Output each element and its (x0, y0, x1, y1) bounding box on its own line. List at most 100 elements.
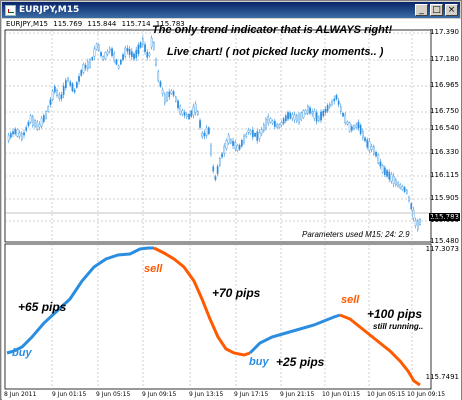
candle-body (285, 115, 287, 122)
candle-body (32, 116, 34, 126)
time-label: 9 Jun 21:15 (280, 391, 315, 398)
candle-body (115, 59, 118, 65)
candle-body (58, 94, 61, 99)
candle-body (152, 42, 155, 50)
maximize-button[interactable]: □ (430, 4, 443, 16)
candle-body (373, 146, 375, 155)
candle-body (245, 134, 248, 137)
candle-body (274, 120, 276, 128)
subline-text: Live chart! ( not picked lucky moments..… (167, 46, 384, 58)
candle-body (150, 37, 153, 48)
candle-body (406, 189, 408, 194)
candle-body (307, 106, 309, 114)
candle-body (370, 146, 373, 150)
candle-body (318, 116, 320, 121)
candle-body (82, 64, 85, 73)
candle-body (97, 44, 100, 51)
candle-body (49, 99, 52, 105)
candle-body (232, 140, 234, 146)
pips-label-3: +25 pips (276, 355, 325, 369)
headline-text: The only trend indicator that is ALWAYS … (152, 24, 393, 36)
candle-body (227, 134, 230, 144)
candle-body (161, 89, 164, 94)
candle-body (7, 134, 10, 141)
candle-body (148, 53, 151, 56)
candle-body (192, 106, 195, 116)
time-label: 9 Jun 13:15 (189, 391, 224, 398)
candle-body (54, 86, 56, 93)
candle-body (146, 52, 149, 58)
candle-body (326, 104, 329, 112)
candle-body (331, 101, 333, 105)
candle-body (104, 52, 107, 59)
candle-body (403, 187, 406, 192)
ohlc-low: 115.714 (121, 20, 151, 28)
price-label: 117.390 (430, 28, 459, 36)
candle-body (344, 114, 347, 124)
candle-body (243, 135, 245, 143)
candle-body (207, 127, 210, 134)
minimize-button[interactable]: _ (415, 4, 428, 16)
candle-body (170, 90, 173, 94)
close-button[interactable]: × (445, 4, 458, 16)
candle-body (27, 122, 30, 126)
candle-body (351, 126, 353, 131)
candle-body (269, 118, 272, 123)
candle-body (212, 166, 215, 172)
candle-body (410, 203, 413, 210)
candle-body (155, 59, 157, 66)
title-bar[interactable]: EURJPY,M15 _ □ × (2, 2, 460, 18)
candle-body (342, 113, 344, 117)
candle-body (91, 57, 94, 61)
candle-body (375, 152, 377, 157)
candle-body (203, 132, 206, 137)
indicator-sell-segment-2 (339, 313, 421, 387)
candle-body (335, 95, 338, 100)
chart-area[interactable]: EURJPY,M15 115.769 115.844 115.714 115.7… (2, 19, 461, 400)
candle-body (278, 124, 281, 128)
candle-body (47, 106, 50, 112)
candle-body (337, 100, 340, 105)
candle-body (133, 53, 135, 60)
candle-body (263, 124, 265, 132)
candle-body (254, 133, 256, 137)
candle-body (177, 100, 179, 109)
time-label: 10 Jun 01:15 (322, 391, 361, 398)
candle-body (401, 186, 404, 190)
candle-body (12, 131, 14, 135)
candle-body (260, 129, 263, 134)
pips-label-4: +100 pips (367, 307, 423, 321)
candle-body (348, 122, 351, 132)
candle-body (75, 82, 78, 88)
candle-body (353, 125, 355, 129)
candle-body (201, 132, 204, 138)
candle-body (304, 109, 307, 115)
candle-body (190, 110, 193, 117)
candle-body (181, 110, 184, 115)
candle-body (196, 111, 199, 115)
candle-body (25, 127, 28, 131)
candle-body (293, 114, 296, 121)
candle-body (276, 124, 278, 128)
candle-body (234, 142, 237, 149)
candle-body (172, 91, 175, 96)
candle-body (183, 112, 186, 116)
candle-body (346, 121, 349, 125)
indicator-buy-segment-2 (248, 313, 341, 355)
candle-body (214, 176, 217, 180)
ohlc-high: 115.844 (87, 20, 117, 28)
still-running-label: still running.. (373, 322, 424, 331)
candle-body (9, 133, 12, 138)
parameters-text: Parameters used M15: 24: 2.9 (302, 230, 410, 239)
candle-body (40, 117, 43, 127)
price-label: 115.690 (430, 216, 459, 224)
candle-body (179, 105, 182, 115)
sell-label-1: sell (144, 263, 163, 275)
candle-body (139, 42, 142, 48)
ohlc-close: 115.783 (155, 20, 185, 28)
time-label: 8 Jun 2011 (4, 391, 37, 398)
price-label: 116.115 (430, 171, 459, 179)
time-label: 10 Jun 05:15 (367, 391, 406, 398)
candle-body (333, 98, 336, 102)
candle-body (137, 44, 140, 55)
